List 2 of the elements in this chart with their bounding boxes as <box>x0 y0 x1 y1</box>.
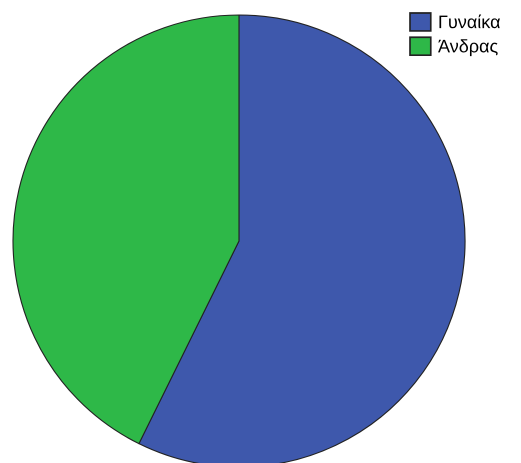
legend-label: Γυναίκα <box>439 14 500 28</box>
legend-label: Άνδρας <box>438 39 498 56</box>
